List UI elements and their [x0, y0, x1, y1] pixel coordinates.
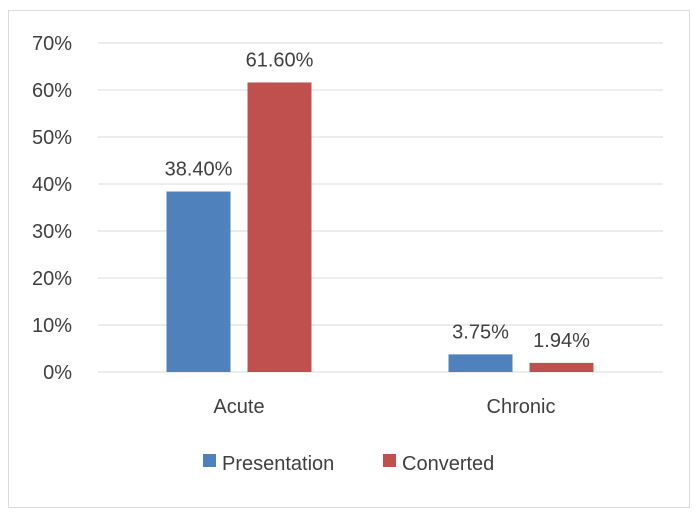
- y-tick-label: 20%: [32, 268, 72, 290]
- data-label: 61.60%: [246, 49, 314, 71]
- x-category-label: Acute: [213, 396, 264, 418]
- data-label: 3.75%: [452, 321, 509, 343]
- bar-converted-chronic: [529, 362, 594, 372]
- y-tick-label: 50%: [32, 127, 72, 149]
- y-tick-label: 30%: [32, 221, 72, 243]
- legend-swatch-converted: [383, 454, 396, 467]
- data-label: 1.94%: [533, 330, 590, 352]
- x-category-label: Chronic: [487, 396, 556, 418]
- bar-presentation-acute: [166, 191, 231, 372]
- bar-presentation-chronic: [448, 354, 513, 372]
- legend-swatch-presentation: [203, 454, 216, 467]
- y-tick-label: 40%: [32, 174, 72, 196]
- y-tick-label: 70%: [32, 33, 72, 55]
- legend-label-presentation: Presentation: [222, 453, 334, 475]
- data-label: 38.40%: [165, 159, 233, 181]
- y-tick-label: 60%: [32, 80, 72, 102]
- y-tick-label: 0%: [43, 362, 72, 384]
- bar-converted-acute: [247, 82, 312, 372]
- chart-frame: [8, 10, 690, 508]
- y-tick-label: 10%: [32, 315, 72, 337]
- legend-label-converted: Converted: [402, 453, 494, 475]
